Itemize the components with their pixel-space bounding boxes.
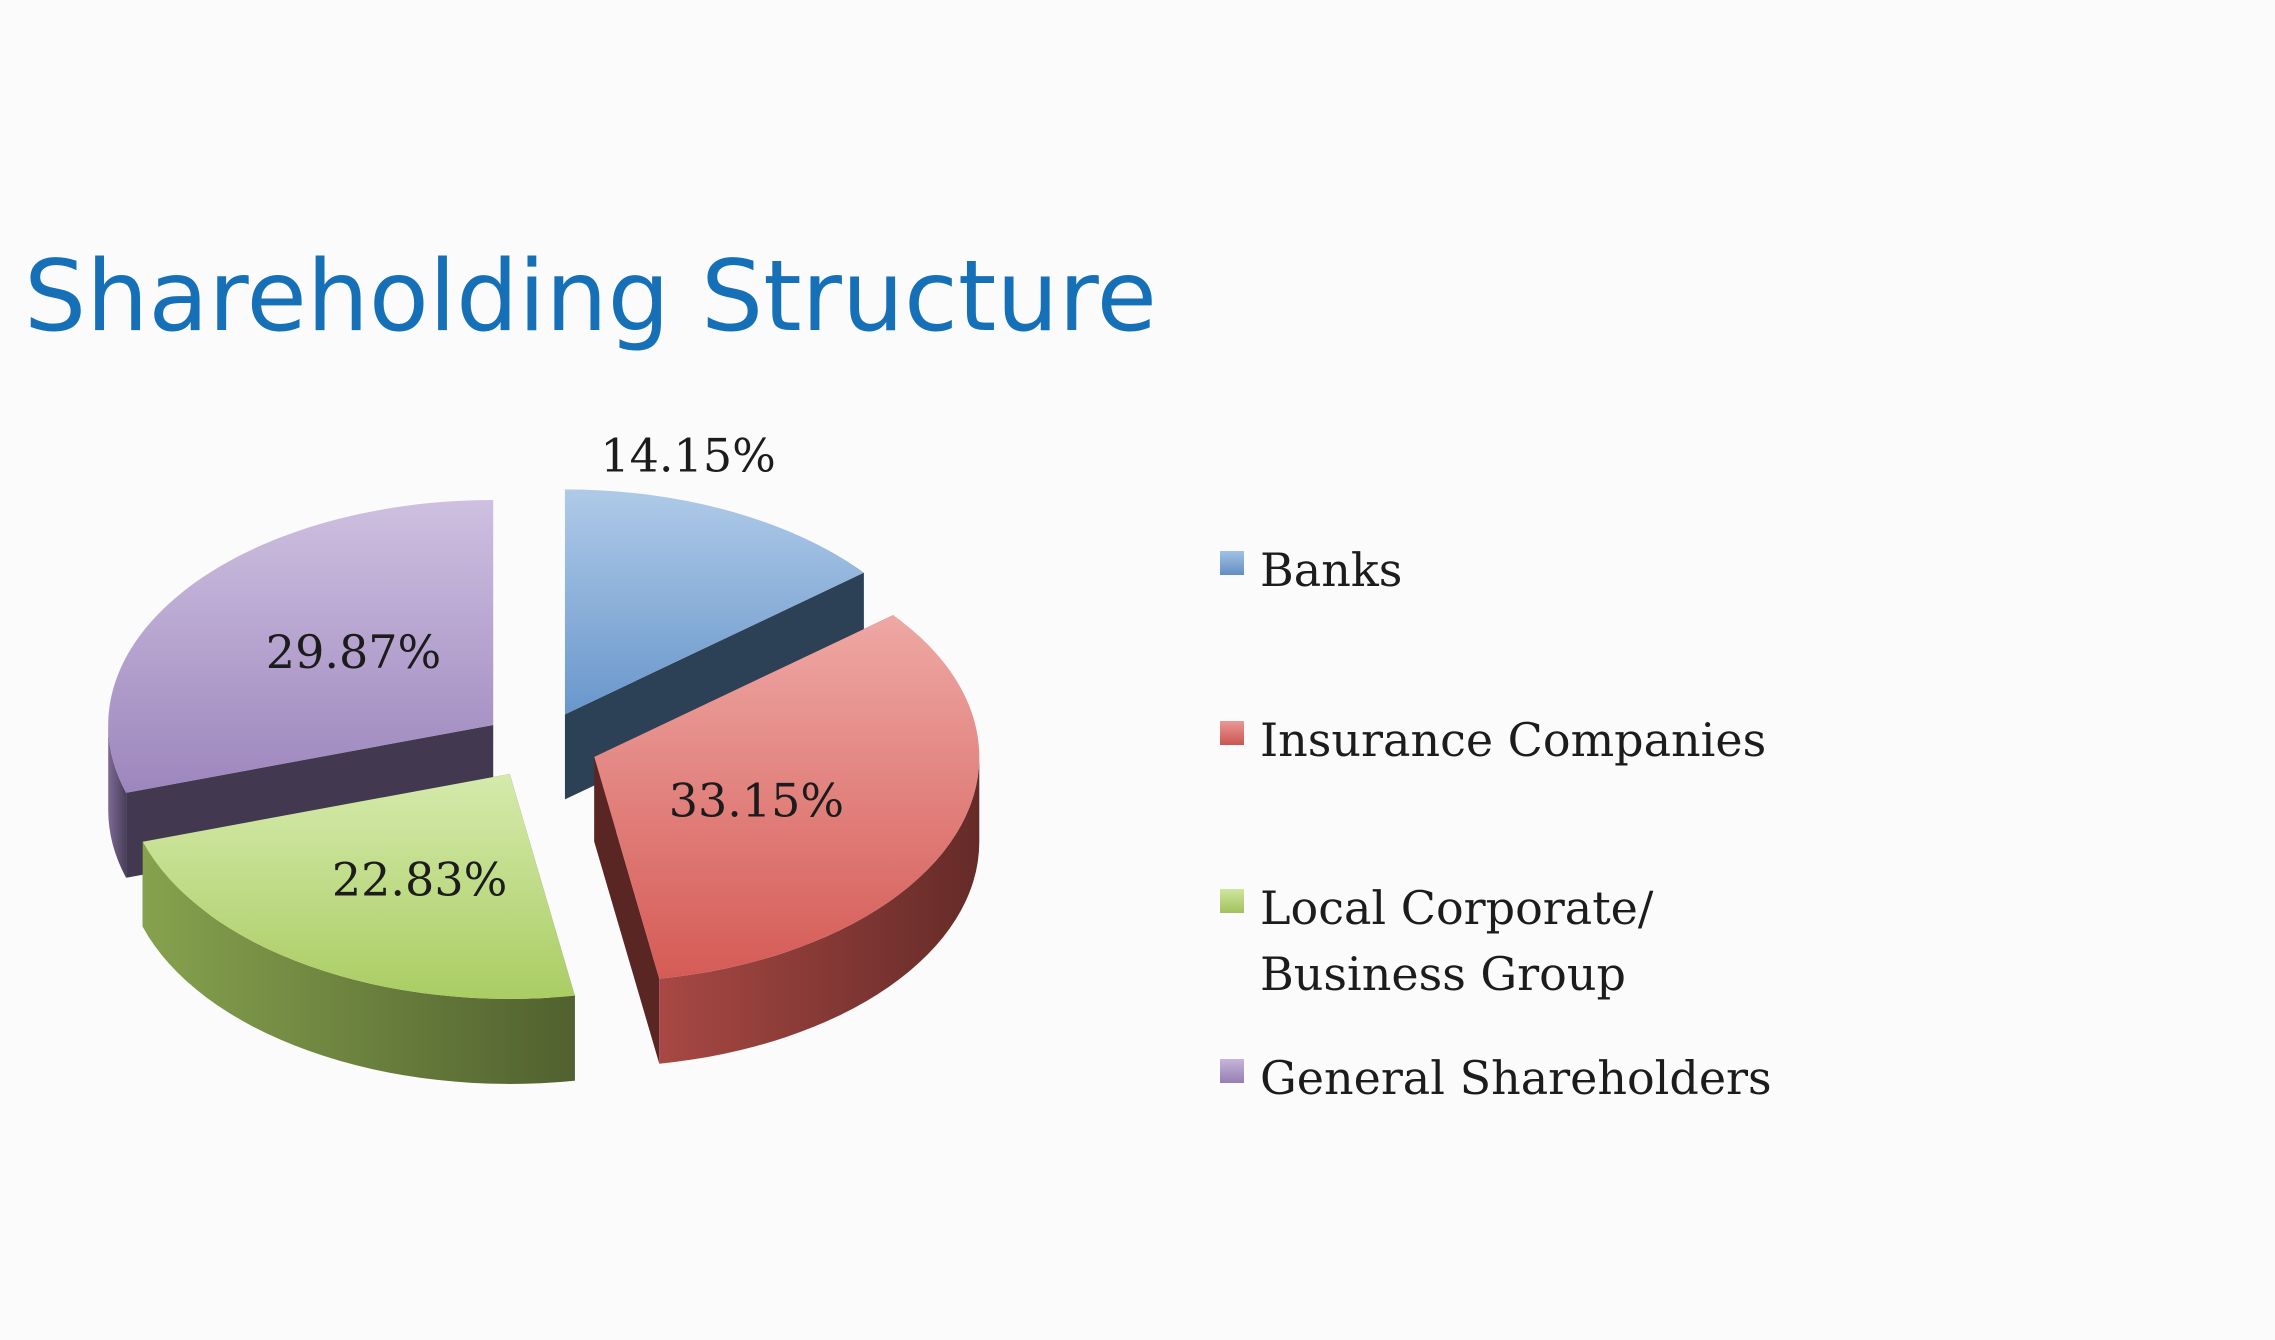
legend-label-local-corporate: Local Corporate/ Business Group	[1260, 881, 1654, 1001]
legend-item-general-shareholders: General Shareholders	[1220, 1045, 1772, 1111]
legend-swatch-general-shareholders	[1220, 1059, 1244, 1083]
legend-swatch-insurance-companies	[1220, 721, 1244, 745]
pie-slice-wall-insurance-companies-1	[594, 756, 660, 1064]
legend-item-insurance-companies: Insurance Companies	[1220, 707, 1766, 773]
legend-label-insurance-companies: Insurance Companies	[1260, 713, 1767, 767]
legend-item-banks: Banks	[1220, 537, 1402, 603]
pie-slice-side-general-shareholders	[108, 724, 127, 878]
legend-label-general-shareholders: General Shareholders	[1260, 1051, 1772, 1105]
data-label-banks: 14.15%	[600, 428, 775, 482]
legend-item-local-corporate: Local Corporate/ Business Group	[1220, 875, 1653, 1007]
chart-legend: Banks Insurance Companies Local Corporat…	[1220, 0, 1920, 1340]
pie-slice-side-local-corporate	[142, 841, 575, 1084]
legend-swatch-local-corporate	[1220, 889, 1244, 913]
data-label-local-corporate: 22.83%	[332, 853, 507, 907]
pie-slice-insurance-companies	[594, 615, 980, 1064]
slide-title: Shareholding Structure	[24, 240, 1157, 354]
legend-swatch-banks	[1220, 551, 1244, 575]
pie-slice-local-corporate	[142, 773, 575, 1084]
pie-slice-top-banks	[564, 489, 864, 715]
data-label-general-shareholders: 29.87%	[266, 625, 441, 679]
pie-slice-side-insurance-companies	[659, 756, 980, 1064]
pie-chart: 14.15% 33.15% 22.83% 29.87%	[108, 428, 980, 1084]
pie-slice-top-general-shareholders	[108, 499, 494, 793]
pie-slice-top-insurance-companies	[594, 615, 980, 979]
legend-label-banks: Banks	[1260, 543, 1403, 597]
pie-slice-top-local-corporate	[142, 773, 575, 999]
data-label-insurance-companies: 33.15%	[669, 774, 844, 828]
